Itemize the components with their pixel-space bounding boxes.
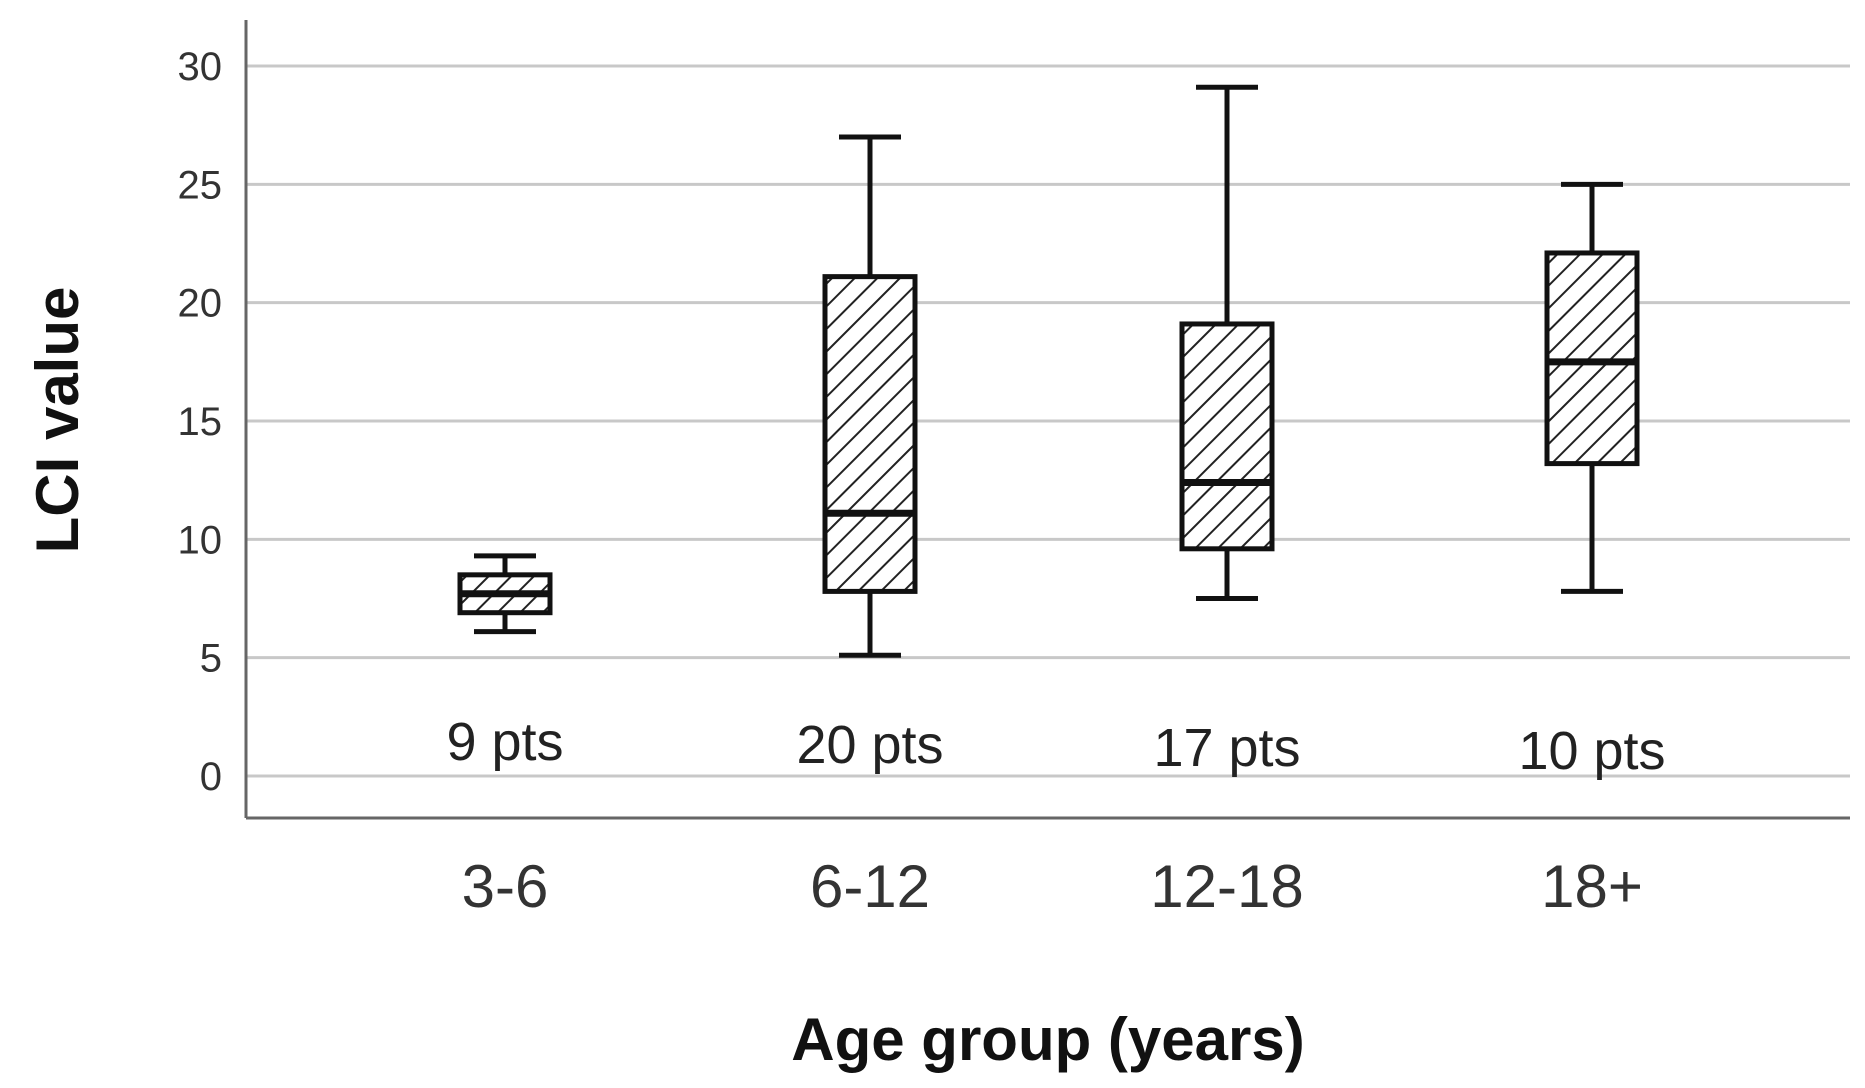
count-label: 10 pts	[1518, 721, 1665, 781]
y-tick-label: 5	[200, 637, 222, 681]
gridlines	[246, 64, 1850, 778]
x-tick-label: 6-12	[810, 853, 930, 920]
x-tick-label: 18+	[1541, 853, 1643, 920]
count-label: 9 pts	[446, 712, 563, 772]
y-tick-label: 0	[200, 755, 222, 799]
boxes	[457, 84, 1640, 658]
y-tick-label: 15	[178, 400, 223, 444]
count-label: 17 pts	[1153, 718, 1300, 778]
labels: 0 5 10 15 20 25 30 9 pts 3-6 20 pts 6-12 17 pts 12-1…	[178, 45, 1666, 920]
y-tick-label: 25	[178, 163, 223, 207]
y-tick-label: 10	[178, 518, 223, 562]
box-12-18	[1179, 84, 1275, 601]
box-6-12	[822, 134, 918, 658]
box-18+	[1544, 181, 1640, 594]
x-axis-title: Age group (years)	[791, 1006, 1304, 1073]
y-tick-label: 20	[178, 282, 223, 326]
box-3-6	[457, 553, 553, 635]
count-label: 20 pts	[796, 715, 943, 775]
axes	[244, 20, 1850, 820]
y-axis-title: LCI value	[24, 287, 91, 554]
iqr-box	[1544, 250, 1640, 467]
iqr-box	[1179, 321, 1275, 552]
x-tick-label: 12-18	[1150, 853, 1303, 920]
x-tick-label: 3-6	[462, 853, 549, 920]
y-tick-label: 30	[178, 45, 223, 89]
iqr-box	[822, 274, 918, 594]
